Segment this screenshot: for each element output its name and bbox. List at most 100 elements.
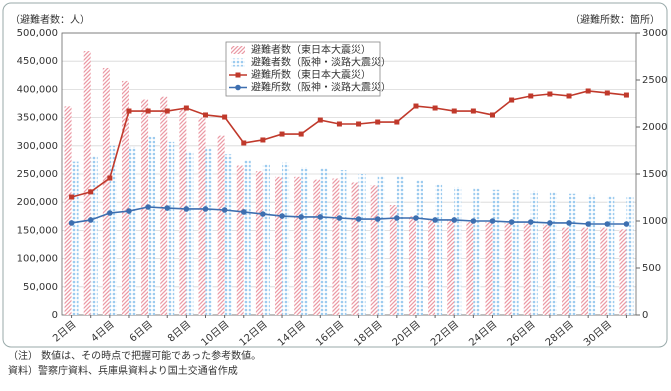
marker — [69, 194, 75, 200]
bar — [90, 155, 98, 315]
bar — [569, 193, 577, 315]
marker — [489, 218, 496, 224]
marker — [451, 108, 457, 114]
marker — [355, 216, 362, 222]
marker — [527, 219, 534, 225]
bar — [243, 159, 251, 315]
bar — [179, 109, 187, 315]
bar — [473, 188, 481, 315]
y-tick-label: 50,000 — [23, 282, 58, 293]
bar — [549, 192, 557, 315]
marker — [145, 108, 151, 114]
y2-tick-label: 0 — [642, 310, 648, 321]
bar — [148, 136, 156, 315]
bar — [396, 176, 404, 315]
bar — [160, 96, 168, 316]
marker — [490, 112, 495, 118]
marker — [432, 105, 438, 111]
legend-marker — [235, 84, 241, 91]
legend-label: 避難者数（阪神・淡路大震災） — [251, 56, 391, 69]
legend-swatch — [231, 58, 245, 67]
marker — [432, 217, 438, 223]
y2-tick-label: 1000 — [642, 216, 667, 227]
y2-tick-label: 3000 — [642, 28, 667, 39]
bar — [408, 216, 416, 315]
bar — [377, 175, 385, 315]
bar — [370, 185, 378, 315]
marker — [298, 214, 304, 220]
legend-label: 避難所数（阪神・淡路大震災） — [251, 81, 391, 94]
marker — [107, 210, 113, 216]
marker — [164, 108, 170, 114]
bar — [332, 178, 340, 315]
bar — [511, 190, 519, 315]
bar — [198, 117, 206, 315]
bar — [428, 219, 436, 315]
marker — [202, 206, 209, 212]
marker — [240, 209, 247, 215]
marker — [413, 215, 419, 221]
marker — [509, 97, 515, 103]
bar — [186, 151, 194, 315]
bar — [121, 80, 129, 315]
marker — [356, 121, 362, 127]
marker — [317, 214, 324, 220]
marker — [260, 211, 266, 217]
marker — [585, 88, 591, 94]
marker — [547, 220, 553, 226]
bar — [562, 227, 570, 315]
marker — [566, 93, 572, 99]
marker — [604, 90, 610, 96]
bar — [485, 221, 493, 315]
marker — [221, 207, 228, 213]
y2-axis-title: （避難所数：箇所） — [570, 13, 660, 26]
bar — [447, 220, 455, 315]
bar — [294, 176, 302, 315]
bar — [109, 145, 117, 315]
line — [71, 90, 627, 198]
bar — [255, 171, 263, 315]
y-tick-label: 450,000 — [17, 56, 58, 67]
marker — [375, 119, 381, 125]
marker — [508, 219, 515, 225]
marker — [183, 206, 190, 212]
marker — [317, 117, 323, 123]
marker — [88, 189, 94, 195]
marker — [528, 93, 534, 99]
marker — [183, 105, 189, 111]
marker — [470, 108, 476, 114]
bar — [504, 223, 512, 315]
bar — [236, 165, 244, 315]
bar — [389, 205, 397, 315]
y-tick-label: 0 — [52, 310, 58, 321]
y2-tick-label: 2000 — [642, 122, 667, 133]
marker — [87, 217, 94, 223]
bar — [339, 170, 347, 315]
marker — [394, 119, 400, 125]
bar — [275, 176, 283, 315]
bar — [358, 174, 366, 315]
source: 資料）警察庁資料、兵庫県資料より国土交通省作成 — [8, 364, 238, 377]
marker — [279, 131, 285, 137]
bar — [351, 182, 359, 315]
marker — [623, 221, 630, 227]
bar — [64, 106, 72, 315]
y2-tick-label: 1500 — [642, 169, 667, 180]
marker — [394, 215, 400, 221]
y-tick-label: 250,000 — [17, 169, 58, 180]
marker — [585, 221, 591, 227]
y-tick-label: 150,000 — [17, 225, 58, 236]
marker — [279, 213, 285, 219]
y-tick-label: 200,000 — [17, 197, 58, 208]
bar — [205, 148, 213, 315]
bar — [607, 195, 615, 315]
marker — [126, 208, 132, 214]
bar — [224, 154, 232, 315]
y-axis-title: （避難者数：人） — [10, 13, 90, 26]
y-tick-label: 300,000 — [17, 141, 58, 152]
marker — [241, 140, 247, 146]
bar — [167, 141, 175, 315]
bar — [301, 167, 309, 315]
line — [71, 206, 627, 225]
bar — [83, 51, 91, 315]
